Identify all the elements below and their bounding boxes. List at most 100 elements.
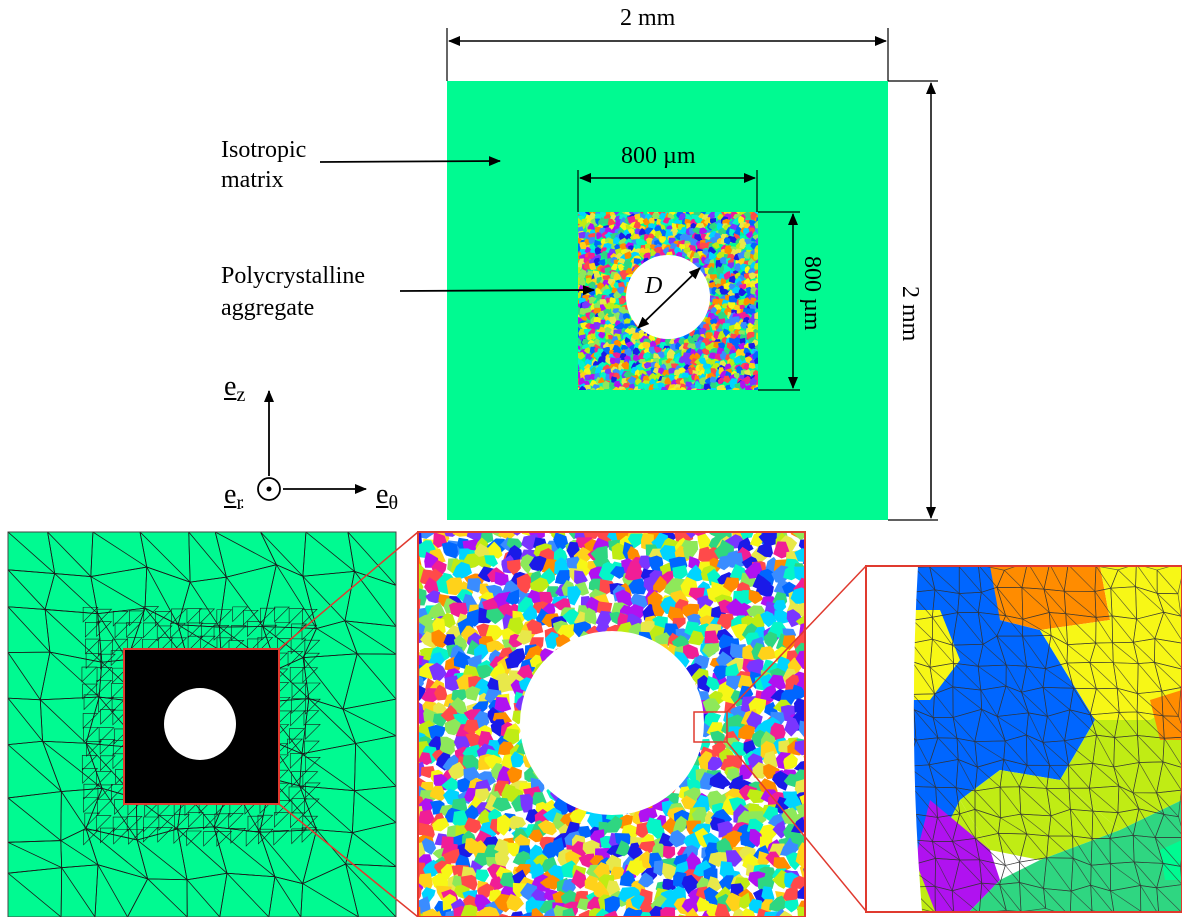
grain bbox=[743, 363, 750, 371]
grain bbox=[755, 302, 758, 309]
mesh-element bbox=[291, 698, 307, 715]
grain bbox=[589, 244, 597, 251]
mesh-element bbox=[247, 815, 264, 832]
grain bbox=[769, 722, 786, 742]
grain bbox=[643, 362, 652, 369]
grain bbox=[784, 899, 799, 913]
grain bbox=[734, 373, 740, 380]
aggregate-leader-arrow bbox=[399, 285, 595, 296]
grain bbox=[748, 272, 758, 280]
grain bbox=[680, 386, 687, 390]
mesh-element bbox=[82, 606, 99, 623]
grain bbox=[632, 347, 641, 356]
mesh-element bbox=[216, 637, 233, 654]
mesh-element bbox=[304, 740, 320, 757]
grain bbox=[799, 863, 805, 878]
mesh-element bbox=[1140, 885, 1159, 912]
grain bbox=[638, 872, 654, 888]
mesh-element bbox=[258, 828, 274, 845]
grain bbox=[578, 385, 587, 390]
mesh-element bbox=[95, 815, 112, 831]
grain bbox=[648, 217, 655, 225]
grain bbox=[646, 389, 649, 390]
grain bbox=[804, 637, 805, 638]
grain bbox=[593, 322, 602, 330]
grain bbox=[669, 387, 676, 390]
grain bbox=[487, 541, 503, 559]
mesh-element bbox=[1154, 638, 1182, 670]
mesh-element bbox=[214, 813, 231, 830]
grain bbox=[758, 532, 777, 547]
grain bbox=[791, 816, 805, 834]
grain bbox=[748, 342, 757, 350]
grain bbox=[733, 355, 743, 364]
grain bbox=[486, 640, 506, 653]
grain bbox=[742, 316, 750, 324]
grain bbox=[578, 359, 586, 367]
grain bbox=[639, 239, 646, 246]
mesh-element bbox=[289, 667, 306, 683]
grain bbox=[754, 212, 758, 215]
mesh-element bbox=[345, 863, 396, 917]
grain bbox=[804, 694, 805, 697]
grain bbox=[763, 631, 778, 650]
grain bbox=[418, 752, 432, 766]
mesh-element bbox=[100, 755, 116, 772]
grain bbox=[520, 554, 535, 575]
mesh-element bbox=[187, 635, 204, 652]
grain bbox=[579, 278, 586, 287]
grain bbox=[624, 233, 632, 241]
mesh-element bbox=[291, 828, 308, 845]
grain bbox=[596, 232, 603, 240]
grain bbox=[812, 757, 828, 775]
grain bbox=[794, 602, 805, 618]
grain bbox=[610, 566, 626, 579]
grain bbox=[439, 612, 456, 629]
grain bbox=[428, 662, 447, 681]
grain bbox=[679, 227, 688, 234]
mesh-element bbox=[344, 620, 396, 655]
grain bbox=[618, 312, 626, 321]
grain bbox=[723, 282, 731, 291]
grain bbox=[578, 364, 580, 371]
grain bbox=[732, 337, 741, 345]
grain bbox=[463, 719, 480, 735]
grain bbox=[675, 387, 682, 390]
grain bbox=[756, 542, 773, 558]
grain bbox=[657, 351, 665, 359]
grain bbox=[547, 864, 565, 883]
mesh-element bbox=[83, 797, 99, 813]
grain bbox=[782, 635, 797, 651]
grain bbox=[648, 555, 664, 573]
grain bbox=[717, 311, 727, 320]
grain bbox=[660, 386, 668, 390]
grain-map-border bbox=[417, 531, 806, 917]
grain bbox=[723, 577, 740, 593]
grain bbox=[428, 724, 446, 742]
grain bbox=[616, 322, 625, 330]
grain bbox=[694, 380, 702, 390]
mesh-element bbox=[174, 814, 190, 831]
grain bbox=[578, 853, 596, 868]
grain bbox=[578, 267, 581, 274]
grain bbox=[665, 362, 672, 371]
grain bbox=[593, 272, 602, 281]
grain bbox=[484, 555, 498, 567]
grain bbox=[587, 223, 596, 231]
grain bbox=[525, 809, 542, 824]
mesh-element bbox=[154, 611, 171, 627]
grain bbox=[553, 532, 569, 552]
grain bbox=[678, 356, 686, 364]
grain bbox=[737, 258, 745, 265]
grain bbox=[526, 619, 544, 635]
grain bbox=[702, 249, 710, 256]
mesh-element bbox=[143, 622, 159, 639]
grain bbox=[642, 217, 651, 226]
grain bbox=[738, 724, 755, 741]
grain bbox=[743, 347, 751, 356]
mesh-element bbox=[257, 814, 274, 831]
grain bbox=[418, 587, 427, 606]
grain-map-panel bbox=[417, 531, 828, 917]
mesh-element bbox=[257, 637, 274, 653]
grain bbox=[443, 634, 459, 649]
